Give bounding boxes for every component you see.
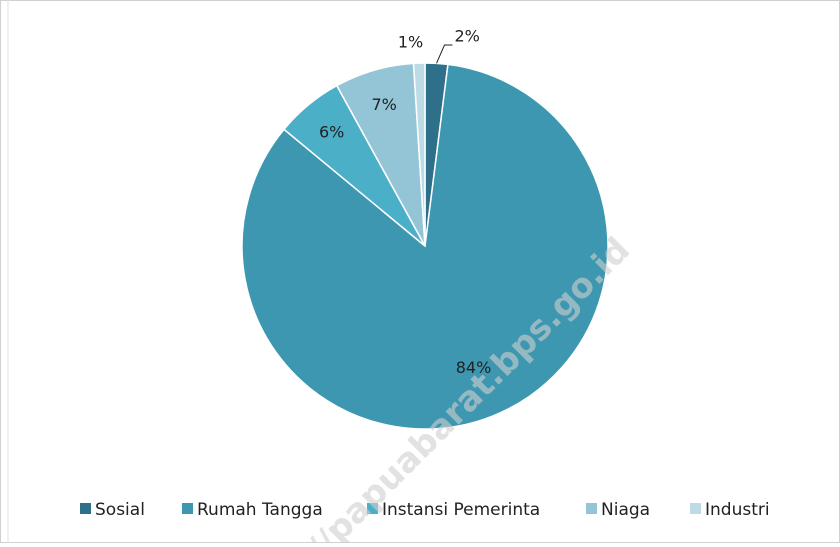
leader-line bbox=[436, 44, 453, 64]
data-label: 2% bbox=[454, 27, 479, 46]
data-label: 7% bbox=[371, 95, 396, 114]
legend-swatch bbox=[690, 503, 701, 514]
data-label: 6% bbox=[319, 123, 344, 142]
pie-slice bbox=[241, 63, 609, 430]
legend-swatch bbox=[80, 503, 91, 514]
data-label: 1% bbox=[398, 33, 423, 52]
legend-label: Rumah Tangga bbox=[197, 500, 323, 520]
legend-swatch bbox=[586, 503, 597, 514]
data-label: 84% bbox=[456, 358, 492, 377]
legend-label: Sosial bbox=[95, 500, 145, 520]
legend-swatch bbox=[182, 503, 193, 514]
legend-label: Instansi Pemerinta bbox=[382, 500, 540, 520]
legend-label: Niaga bbox=[601, 500, 650, 520]
pie-slice bbox=[412, 62, 426, 247]
legend-label: Industri bbox=[705, 500, 770, 520]
legend-swatch bbox=[367, 503, 378, 514]
